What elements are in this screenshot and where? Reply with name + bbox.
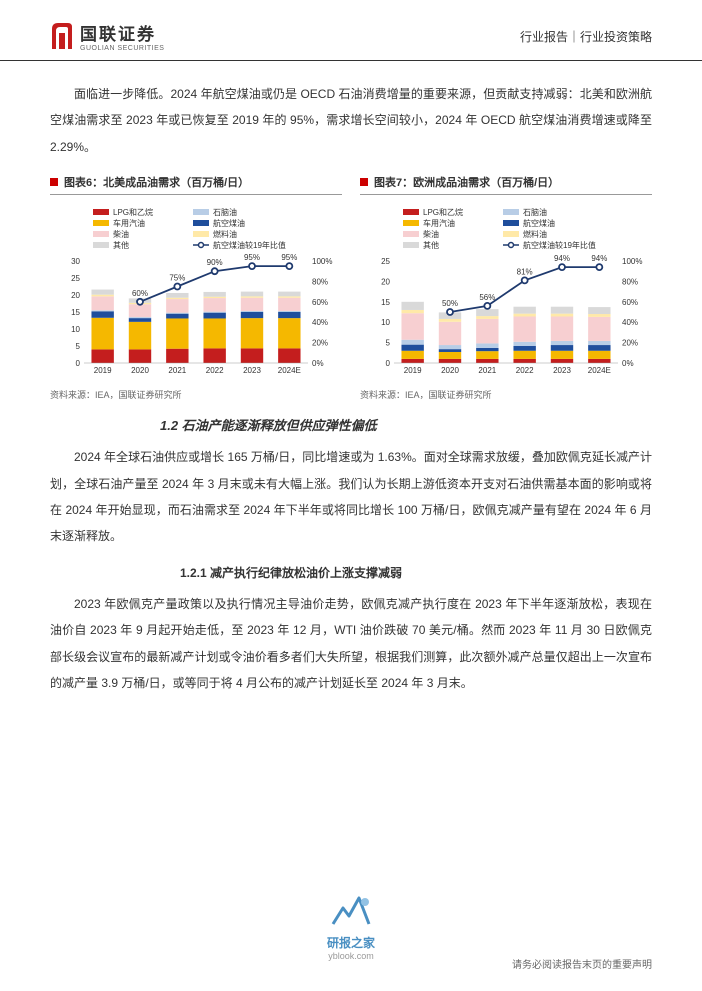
svg-text:航空煤油: 航空煤油 xyxy=(523,218,555,228)
svg-text:80%: 80% xyxy=(312,278,328,287)
chart-7-block: 图表7：欧洲成品油需求（百万桶/日） LPG和乙烷车用汽油柴油其他石脑油航空煤油… xyxy=(360,174,652,401)
svg-text:95%: 95% xyxy=(244,253,260,262)
chart-6-title: 图表6：北美成品油需求（百万桶/日） xyxy=(64,174,249,190)
svg-text:20%: 20% xyxy=(312,339,328,348)
paragraph-3: 2023 年欧佩克产量政策以及执行情况主导油价走势，欧佩克减产执行度在 2023… xyxy=(50,591,652,697)
svg-text:10: 10 xyxy=(381,318,390,327)
svg-text:5: 5 xyxy=(76,342,81,351)
svg-text:100%: 100% xyxy=(312,257,332,266)
svg-text:LPG和乙烷: LPG和乙烷 xyxy=(423,207,463,217)
svg-text:60%: 60% xyxy=(622,298,638,307)
paragraph-2: 2024 年全球石油供应或增长 165 万桶/日，同比增速或为 1.63%。面对… xyxy=(50,444,652,550)
svg-text:20: 20 xyxy=(71,291,80,300)
chart-6-source: 资料来源：IEA，国联证券研究所 xyxy=(50,388,342,401)
header-category: 行业报告｜行业投资策略 xyxy=(520,28,652,45)
logo: 国联证券 GUOLIAN SECURITIES xyxy=(50,20,164,52)
chart-7-svg: LPG和乙烷车用汽油柴油其他 石脑油航空煤油燃料油航空煤油较19年比值 0 5 10 15… xyxy=(360,201,652,381)
svg-text:90%: 90% xyxy=(207,258,223,267)
logo-icon xyxy=(50,21,74,51)
watermark-logo: 研报之家 yblook.com xyxy=(327,888,375,961)
content-body: 面临进一步降低。2024 年航空煤油或仍是 OECD 石油消费增量的重要来源，但… xyxy=(0,61,702,696)
svg-text:2022: 2022 xyxy=(206,366,224,375)
svg-text:75%: 75% xyxy=(169,274,185,283)
svg-text:40%: 40% xyxy=(622,318,638,327)
svg-text:15: 15 xyxy=(71,308,80,317)
svg-text:40%: 40% xyxy=(312,318,328,327)
svg-text:2021: 2021 xyxy=(168,366,186,375)
chart-7-source: 资料来源：IEA，国联证券研究所 xyxy=(360,388,652,401)
svg-text:0%: 0% xyxy=(622,359,634,368)
paragraph-1: 面临进一步降低。2024 年航空煤油或仍是 OECD 石油消费增量的重要来源，但… xyxy=(50,81,652,160)
svg-text:94%: 94% xyxy=(554,254,570,263)
svg-text:其他: 其他 xyxy=(423,240,439,250)
watermark-icon xyxy=(329,888,373,932)
svg-text:燃料油: 燃料油 xyxy=(523,229,547,239)
svg-text:柴油: 柴油 xyxy=(113,229,129,239)
logo-text-en: GUOLIAN SECURITIES xyxy=(80,45,164,52)
svg-text:0%: 0% xyxy=(312,359,324,368)
svg-text:2024E: 2024E xyxy=(588,366,611,375)
svg-text:车用汽油: 车用汽油 xyxy=(113,218,145,228)
svg-text:15: 15 xyxy=(381,298,390,307)
svg-text:2023: 2023 xyxy=(243,366,261,375)
chart-7-title: 图表7：欧洲成品油需求（百万桶/日） xyxy=(374,174,559,190)
svg-text:航空煤油较19年比值: 航空煤油较19年比值 xyxy=(523,240,596,250)
svg-text:80%: 80% xyxy=(622,278,638,287)
svg-text:95%: 95% xyxy=(281,253,297,262)
svg-text:0: 0 xyxy=(386,359,391,368)
svg-text:航空煤油: 航空煤油 xyxy=(213,218,245,228)
svg-text:2019: 2019 xyxy=(94,366,112,375)
svg-text:2022: 2022 xyxy=(516,366,534,375)
svg-text:60%: 60% xyxy=(132,289,148,298)
svg-text:56%: 56% xyxy=(479,293,495,302)
svg-text:30: 30 xyxy=(71,257,80,266)
page-header: 国联证券 GUOLIAN SECURITIES 行业报告｜行业投资策略 xyxy=(0,0,702,61)
disclaimer-text: 请务必阅读报告末页的重要声明 xyxy=(512,956,652,971)
section-1-2-heading: 1.2 石油产能逐渐释放但供应弹性偏低 xyxy=(160,415,652,434)
svg-text:0: 0 xyxy=(76,359,81,368)
svg-text:航空煤油较19年比值: 航空煤油较19年比值 xyxy=(213,240,286,250)
svg-text:20: 20 xyxy=(381,278,390,287)
svg-text:20%: 20% xyxy=(622,339,638,348)
chart-6-svg: LPG和乙烷车用汽油柴油其他 石脑油航空煤油燃料油航空煤油较19年比值 0 5 10 15… xyxy=(50,201,342,381)
svg-text:2023: 2023 xyxy=(553,366,571,375)
svg-text:燃料油: 燃料油 xyxy=(213,229,237,239)
svg-text:LPG和乙烷: LPG和乙烷 xyxy=(113,207,153,217)
svg-text:2020: 2020 xyxy=(131,366,149,375)
charts-row: 图表6：北美成品油需求（百万桶/日） LPG和乙烷车用汽油柴油其他石脑油航空煤油… xyxy=(50,174,652,401)
svg-text:81%: 81% xyxy=(517,268,533,277)
title-marker xyxy=(360,178,368,186)
title-marker xyxy=(50,178,58,186)
svg-text:10: 10 xyxy=(71,325,80,334)
svg-text:100%: 100% xyxy=(622,257,642,266)
watermark-url: yblook.com xyxy=(328,951,374,961)
logo-text-zh: 国联证券 xyxy=(80,20,164,45)
watermark-brand: 研报之家 xyxy=(327,934,375,951)
svg-text:2024E: 2024E xyxy=(278,366,301,375)
svg-text:石脑油: 石脑油 xyxy=(213,207,237,217)
svg-text:2021: 2021 xyxy=(478,366,496,375)
chart-6-block: 图表6：北美成品油需求（百万桶/日） LPG和乙烷车用汽油柴油其他石脑油航空煤油… xyxy=(50,174,342,401)
svg-text:60%: 60% xyxy=(312,298,328,307)
svg-text:2020: 2020 xyxy=(441,366,459,375)
svg-text:其他: 其他 xyxy=(113,240,129,250)
svg-text:5: 5 xyxy=(386,339,391,348)
svg-text:柴油: 柴油 xyxy=(423,229,439,239)
svg-text:2019: 2019 xyxy=(404,366,422,375)
svg-text:94%: 94% xyxy=(591,254,607,263)
subsection-1-2-1-heading: 1.2.1 减产执行纪律放松油价上涨支撑减弱 xyxy=(180,564,652,581)
svg-text:车用汽油: 车用汽油 xyxy=(423,218,455,228)
svg-text:25: 25 xyxy=(381,257,390,266)
svg-text:石脑油: 石脑油 xyxy=(523,207,547,217)
svg-text:25: 25 xyxy=(71,274,80,283)
svg-text:50%: 50% xyxy=(442,299,458,308)
